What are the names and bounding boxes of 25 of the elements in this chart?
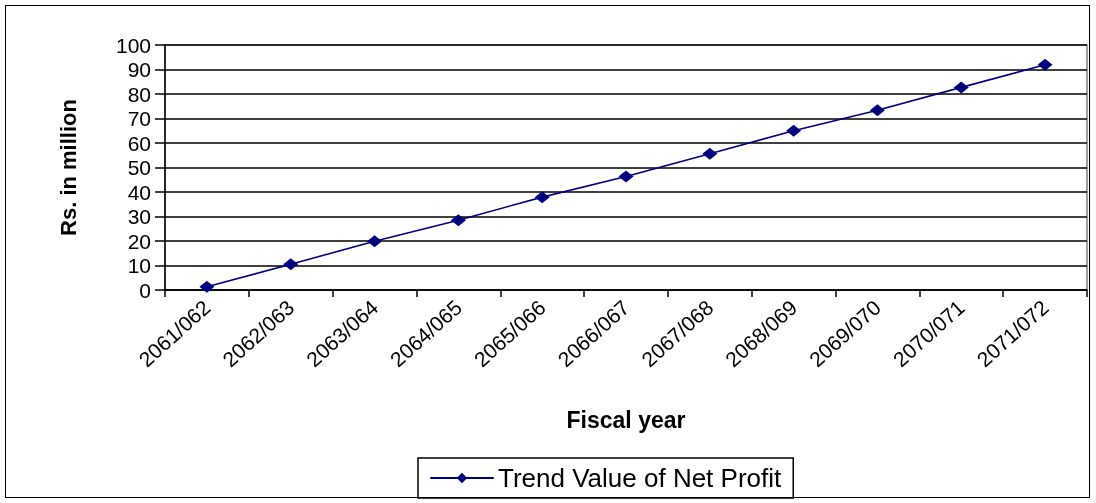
point	[869, 104, 885, 117]
point	[534, 191, 550, 204]
x-axis-title: Fiscal year	[566, 406, 686, 433]
point	[702, 147, 718, 160]
point	[367, 235, 383, 248]
point	[953, 81, 969, 94]
point	[618, 170, 634, 183]
point	[786, 124, 802, 137]
point	[283, 258, 299, 271]
y-tick-label: 10	[127, 254, 151, 277]
y-axis-title: Rs. in million	[55, 99, 81, 236]
legend-label: Trend Value of Net Profit	[498, 463, 783, 493]
y-tick-label: 80	[127, 82, 151, 106]
y-tick-label: 60	[127, 131, 151, 155]
y-tick-label: 40	[127, 180, 151, 204]
y-tick-label: 70	[127, 107, 151, 130]
point	[199, 280, 215, 293]
point	[1037, 58, 1053, 71]
y-tick-label: 90	[127, 58, 151, 81]
point	[450, 214, 466, 227]
y-tick-label: 20	[127, 229, 151, 253]
y-tick-label: 30	[127, 205, 151, 228]
y-tick-label: 0	[139, 278, 151, 302]
y-tick-label: 100	[115, 33, 151, 57]
y-tick-label: 50	[127, 156, 151, 179]
